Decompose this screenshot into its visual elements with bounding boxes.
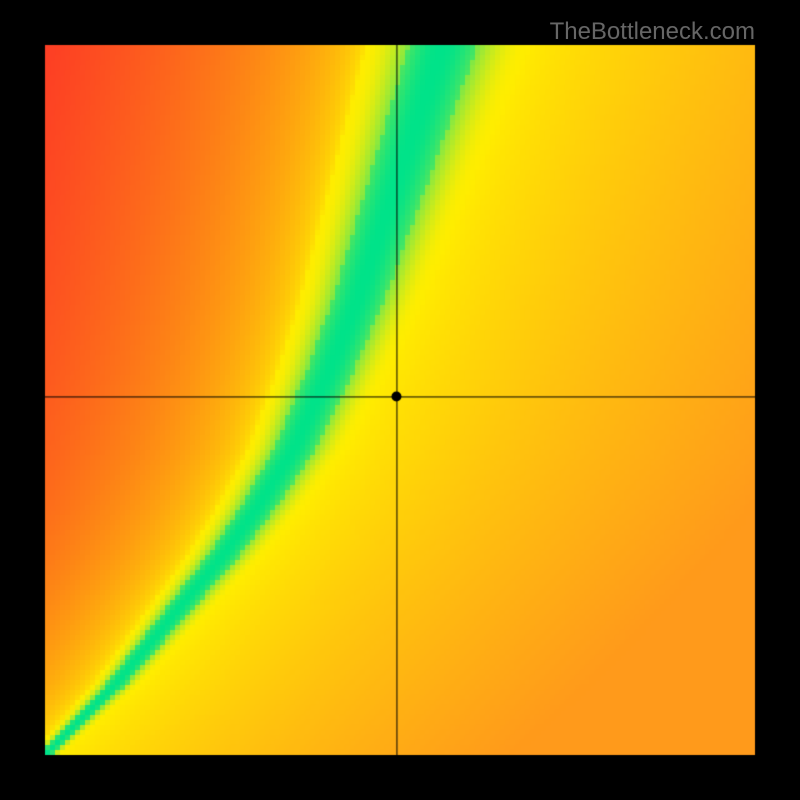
watermark-text: TheBottleneck.com [550, 18, 755, 46]
bottleneck-heatmap [0, 0, 800, 800]
